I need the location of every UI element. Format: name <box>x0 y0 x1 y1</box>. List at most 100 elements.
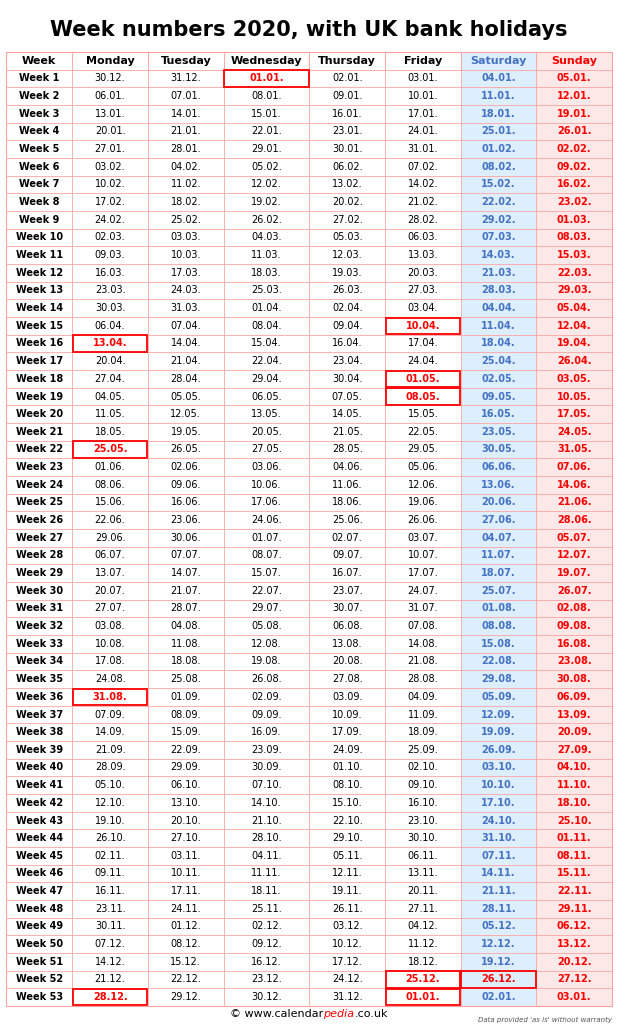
Bar <box>6 529 72 547</box>
Text: 11.06.: 11.06. <box>332 480 363 489</box>
Text: 05.07.: 05.07. <box>557 532 591 543</box>
Bar <box>310 406 385 423</box>
Text: 18.05.: 18.05. <box>95 427 125 437</box>
Text: 03.01.: 03.01. <box>557 992 591 1002</box>
Text: Week 35: Week 35 <box>15 674 62 684</box>
Bar <box>72 741 148 759</box>
Text: 24.03.: 24.03. <box>171 286 201 296</box>
Text: 14.05.: 14.05. <box>332 410 363 419</box>
Bar <box>460 652 536 671</box>
Text: 28.02.: 28.02. <box>407 215 438 225</box>
Text: 07.08.: 07.08. <box>407 622 438 631</box>
Bar <box>310 935 385 953</box>
Bar <box>72 317 148 335</box>
Bar <box>224 529 310 547</box>
Bar <box>536 352 612 370</box>
Text: 20.11.: 20.11. <box>407 886 438 896</box>
Bar <box>72 935 148 953</box>
Bar <box>224 247 310 264</box>
Text: 14.04.: 14.04. <box>171 339 201 348</box>
Text: 24.05.: 24.05. <box>557 427 591 437</box>
Text: 02.08.: 02.08. <box>557 603 591 613</box>
Text: 24.04.: 24.04. <box>407 356 438 367</box>
Bar <box>536 723 612 741</box>
Bar <box>148 317 224 335</box>
Text: 12.01.: 12.01. <box>557 91 591 101</box>
Bar <box>6 388 72 406</box>
Bar <box>224 564 310 582</box>
Text: 27.06.: 27.06. <box>481 515 516 525</box>
Text: 02.04.: 02.04. <box>332 303 363 313</box>
Bar <box>148 864 224 883</box>
Bar <box>72 176 148 194</box>
Text: 03.06.: 03.06. <box>252 462 282 472</box>
Bar <box>6 918 72 935</box>
Bar <box>310 335 385 352</box>
Text: 30.05.: 30.05. <box>481 444 516 455</box>
Text: 12.03.: 12.03. <box>332 250 363 260</box>
Bar <box>536 105 612 123</box>
Bar <box>460 105 536 123</box>
Text: 02.07.: 02.07. <box>332 532 363 543</box>
Text: 08.09.: 08.09. <box>171 710 201 720</box>
Bar <box>148 247 224 264</box>
Text: 28.12.: 28.12. <box>93 992 127 1002</box>
Bar <box>224 883 310 900</box>
Bar <box>385 529 460 547</box>
Text: 15.10.: 15.10. <box>332 798 363 808</box>
Text: 19.01.: 19.01. <box>557 109 591 119</box>
Text: 14.10.: 14.10. <box>252 798 282 808</box>
Text: Week 29: Week 29 <box>15 568 62 579</box>
Text: 12.05.: 12.05. <box>171 410 201 419</box>
Bar <box>6 70 72 87</box>
Text: 28.10.: 28.10. <box>251 834 282 843</box>
Bar <box>6 706 72 723</box>
Bar <box>148 564 224 582</box>
Text: 12.12.: 12.12. <box>481 939 516 949</box>
Bar <box>6 883 72 900</box>
Text: 27.05.: 27.05. <box>251 444 282 455</box>
Text: 10.04.: 10.04. <box>405 321 440 331</box>
Bar <box>6 140 72 158</box>
Text: 04.12.: 04.12. <box>407 922 438 932</box>
Text: 26.05.: 26.05. <box>171 444 201 455</box>
Bar <box>536 335 612 352</box>
Text: Week 25: Week 25 <box>15 498 62 508</box>
Text: 20.04.: 20.04. <box>95 356 125 367</box>
Bar <box>148 211 224 228</box>
Text: 30.12.: 30.12. <box>251 992 282 1002</box>
Bar <box>224 671 310 688</box>
Bar <box>72 406 148 423</box>
Bar <box>385 388 460 406</box>
Bar <box>148 900 224 918</box>
Bar <box>385 617 460 635</box>
Bar <box>460 511 536 529</box>
Text: 28.06.: 28.06. <box>557 515 591 525</box>
Bar <box>148 494 224 511</box>
Text: 28.11.: 28.11. <box>481 904 516 913</box>
Text: Week 19: Week 19 <box>15 391 62 401</box>
Bar <box>72 723 148 741</box>
Bar <box>148 600 224 617</box>
Text: 01.02.: 01.02. <box>481 144 516 155</box>
Text: 22.03.: 22.03. <box>557 268 591 278</box>
Text: 14.09.: 14.09. <box>95 727 125 737</box>
Text: 26.07.: 26.07. <box>557 586 591 596</box>
Bar <box>385 140 460 158</box>
Text: 30.04.: 30.04. <box>332 374 363 384</box>
Bar <box>460 282 536 299</box>
Text: 23.12.: 23.12. <box>251 975 282 984</box>
Bar <box>536 812 612 829</box>
Text: 04.10.: 04.10. <box>557 763 591 772</box>
Text: 23.05.: 23.05. <box>481 427 516 437</box>
Text: 09.02.: 09.02. <box>557 162 591 172</box>
Text: Week 8: Week 8 <box>19 198 59 207</box>
Bar <box>460 476 536 494</box>
Bar <box>536 847 612 864</box>
Text: Week 47: Week 47 <box>15 886 62 896</box>
Bar <box>6 723 72 741</box>
Text: 12.09.: 12.09. <box>481 710 516 720</box>
Text: 19.04.: 19.04. <box>557 339 591 348</box>
Bar <box>73 689 147 705</box>
Text: 18.09.: 18.09. <box>408 727 438 737</box>
